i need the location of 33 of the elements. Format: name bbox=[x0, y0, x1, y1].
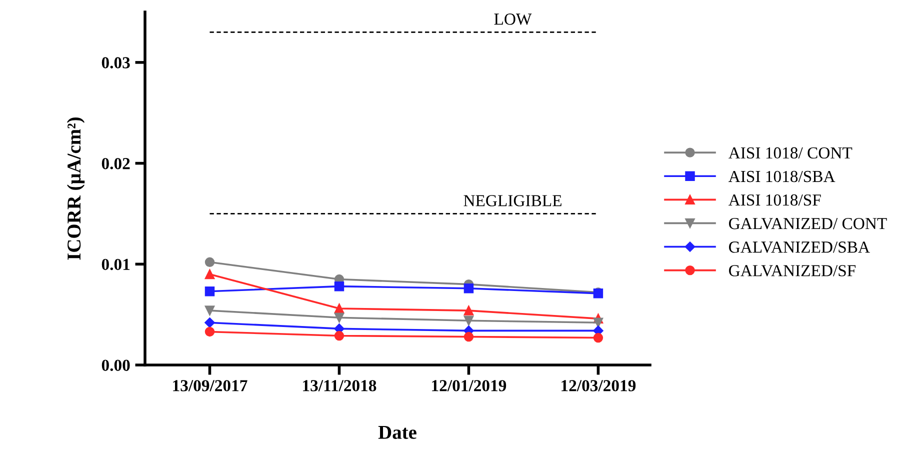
point bbox=[593, 318, 604, 328]
legend-label: GALVANIZED/SBA bbox=[729, 242, 870, 253]
y-tick-label: 0.02 bbox=[102, 158, 130, 170]
x-tick-label: 13/11/2018 bbox=[303, 380, 376, 392]
point bbox=[464, 316, 474, 326]
legend-label: AISI 1018/SF bbox=[728, 194, 821, 206]
x-tick-label: 12/01/2019 bbox=[432, 380, 506, 392]
legend-label: AISI 1018/ CONT bbox=[728, 147, 852, 159]
point bbox=[204, 306, 215, 316]
point bbox=[464, 332, 474, 342]
y-axis-title: ICORR (μA/cm²) bbox=[66, 117, 85, 260]
point bbox=[204, 318, 215, 328]
point bbox=[204, 269, 215, 280]
legend-label: GALVANIZED/ CONT bbox=[729, 218, 887, 230]
y-tick-label: 0.03 bbox=[102, 57, 130, 68]
ref-line-label: LOW bbox=[494, 14, 532, 25]
x-axis-title: Date bbox=[378, 426, 416, 439]
point bbox=[334, 330, 344, 341]
point bbox=[204, 257, 215, 267]
x-tick-label: 13/09/2017 bbox=[173, 380, 248, 392]
ref-line-label: NEGLIGIBLE bbox=[464, 195, 562, 206]
legend-label: AISI 1018/SBA bbox=[728, 170, 836, 182]
point bbox=[334, 281, 344, 292]
legend-label: GALVANIZED/SF bbox=[729, 265, 856, 276]
x-tick-label: 12/03/2019 bbox=[562, 380, 636, 392]
point bbox=[204, 286, 215, 296]
y-tick-label: 0.01 bbox=[102, 258, 130, 270]
point bbox=[464, 283, 474, 294]
point bbox=[204, 326, 215, 337]
y-tick-label: 0.00 bbox=[102, 360, 130, 372]
point bbox=[464, 306, 474, 316]
point bbox=[593, 332, 604, 343]
point bbox=[334, 312, 344, 322]
